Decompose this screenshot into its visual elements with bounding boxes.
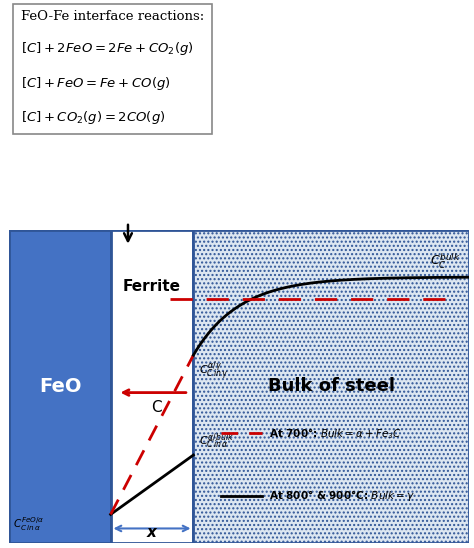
Text: $\boldsymbol{x}$: $\boldsymbol{x}$	[146, 525, 158, 540]
Text: $C_{C\,in\,\gamma}^{\alpha/\gamma}$: $C_{C\,in\,\gamma}^{\alpha/\gamma}$	[199, 360, 228, 383]
Bar	[9, 230, 110, 543]
Text: $C_{C\,in\,\alpha}^{\alpha/bulk}$: $C_{C\,in\,\alpha}^{\alpha/bulk}$	[199, 432, 234, 452]
Text: FeO-Fe interface reactions:

$[C] + 2FeO = 2Fe + CO_2(g)$

$[C] + FeO = Fe + CO(: FeO-Fe interface reactions: $[C] + 2FeO …	[21, 10, 205, 126]
Bar	[110, 230, 193, 543]
Bar	[193, 230, 469, 543]
Text: C: C	[151, 401, 162, 415]
Text: Bulk of steel: Bulk of steel	[268, 378, 395, 395]
Text: $C_{C\,in\,\alpha}^{FeO/\alpha}$: $C_{C\,in\,\alpha}^{FeO/\alpha}$	[13, 516, 45, 533]
Text: At 800° & 900°C: $\mathit{Bulk} = \gamma$: At 800° & 900°C: $\mathit{Bulk} = \gamma…	[269, 488, 415, 503]
Text: Ferrite: Ferrite	[123, 279, 181, 294]
Text: $C_C^{bulk}$: $C_C^{bulk}$	[429, 252, 460, 271]
Text: FeO: FeO	[39, 377, 82, 396]
Text: At 700°: $\mathit{Bulk} = \alpha + Fe_3C$: At 700°: $\mathit{Bulk} = \alpha + Fe_3C…	[269, 426, 402, 441]
